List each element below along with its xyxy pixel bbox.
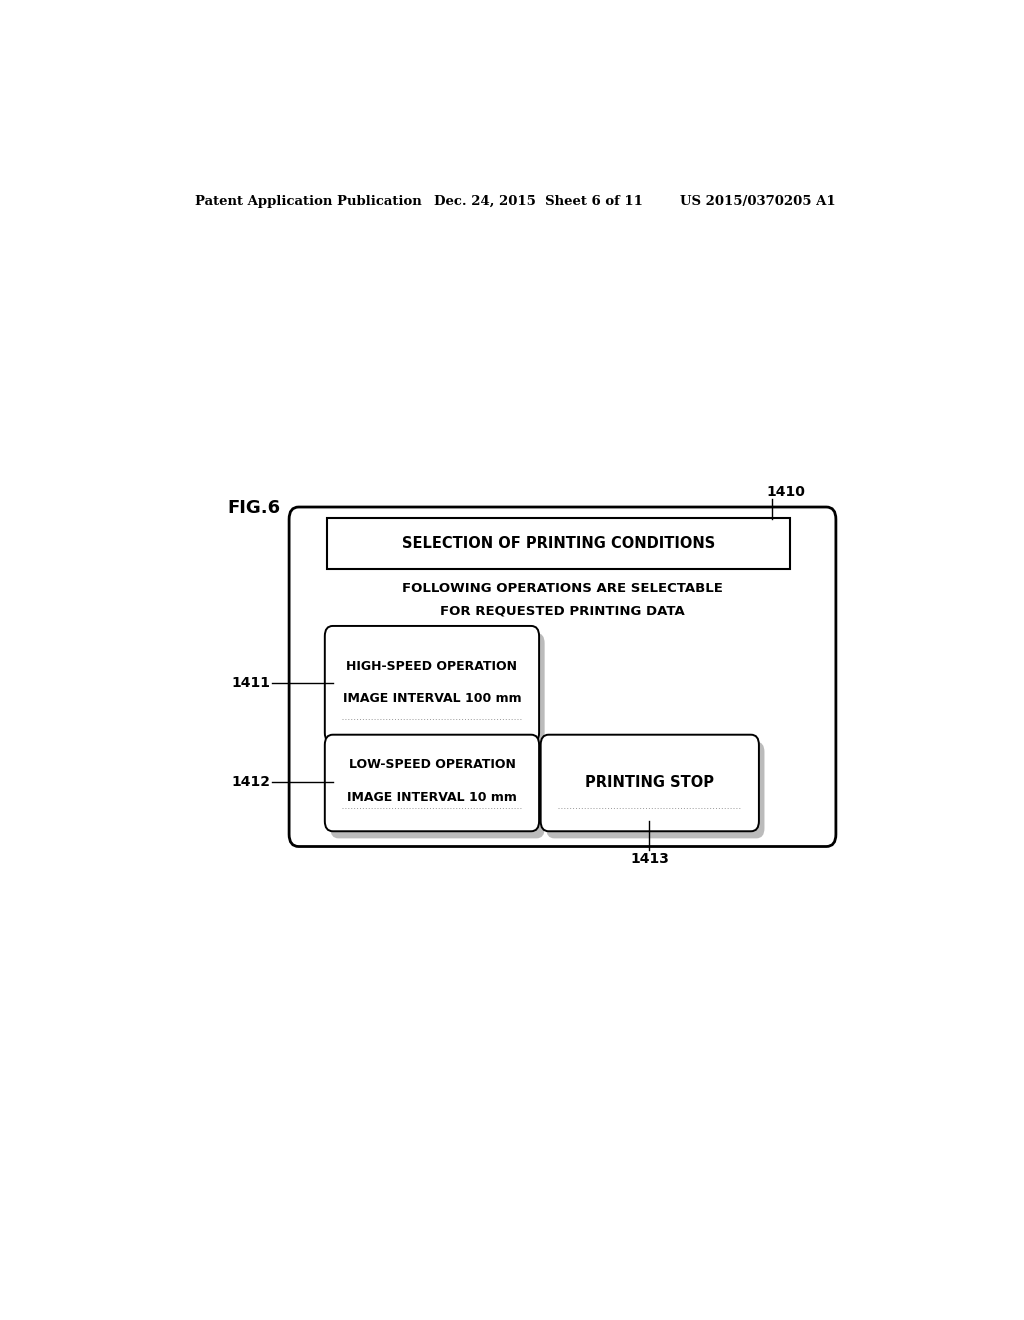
Text: FOR REQUESTED PRINTING DATA: FOR REQUESTED PRINTING DATA <box>439 605 684 618</box>
FancyBboxPatch shape <box>289 507 836 846</box>
Text: PRINTING STOP: PRINTING STOP <box>586 775 715 791</box>
Text: FIG.6: FIG.6 <box>227 499 281 517</box>
Text: 1411: 1411 <box>231 676 270 690</box>
Text: 1412: 1412 <box>231 775 270 789</box>
Text: US 2015/0370205 A1: US 2015/0370205 A1 <box>680 195 836 209</box>
FancyBboxPatch shape <box>331 742 545 838</box>
Text: SELECTION OF PRINTING CONDITIONS: SELECTION OF PRINTING CONDITIONS <box>401 536 715 552</box>
Text: FOLLOWING OPERATIONS ARE SELECTABLE: FOLLOWING OPERATIONS ARE SELECTABLE <box>401 582 723 595</box>
Text: 1413: 1413 <box>630 851 669 866</box>
Text: Patent Application Publication: Patent Application Publication <box>196 195 422 209</box>
FancyBboxPatch shape <box>546 742 765 838</box>
Text: LOW-SPEED OPERATION: LOW-SPEED OPERATION <box>348 758 515 771</box>
Text: 1410: 1410 <box>767 484 806 499</box>
Text: HIGH-SPEED OPERATION: HIGH-SPEED OPERATION <box>346 660 517 673</box>
FancyBboxPatch shape <box>325 735 539 832</box>
FancyBboxPatch shape <box>328 519 790 569</box>
FancyBboxPatch shape <box>325 626 539 743</box>
FancyBboxPatch shape <box>541 735 759 832</box>
Text: IMAGE INTERVAL 100 mm: IMAGE INTERVAL 100 mm <box>343 692 521 705</box>
Text: Dec. 24, 2015  Sheet 6 of 11: Dec. 24, 2015 Sheet 6 of 11 <box>433 195 642 209</box>
FancyBboxPatch shape <box>331 634 545 750</box>
Text: IMAGE INTERVAL 10 mm: IMAGE INTERVAL 10 mm <box>347 791 517 804</box>
